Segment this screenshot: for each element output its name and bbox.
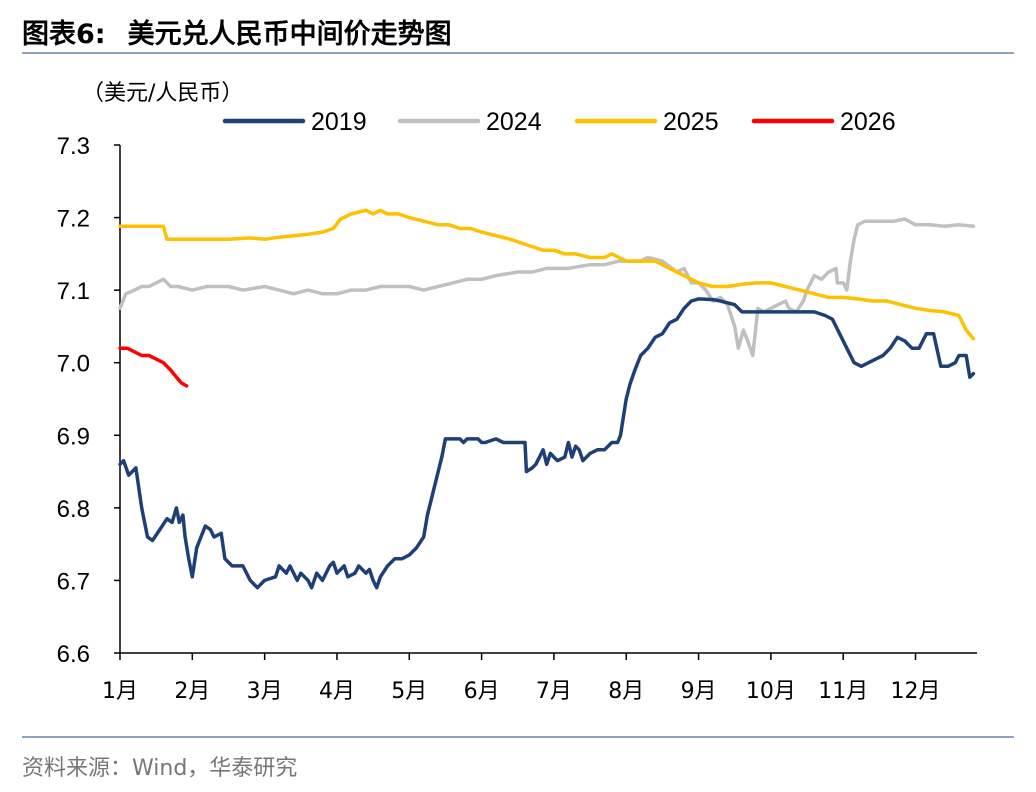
y-tick-label: 6.7: [57, 568, 90, 595]
y-axis-unit-label: （美元/人民币）: [82, 81, 243, 106]
legend-label-2025: 2025: [663, 108, 719, 136]
y-tick-label: 6.8: [57, 496, 90, 523]
figure-number: 图表6:: [22, 19, 106, 50]
legend-label-2019: 2019: [311, 108, 367, 136]
y-tick-label: 6.6: [57, 641, 90, 668]
x-tick-label: 8月: [608, 679, 644, 704]
series-line-2025: [118, 208, 976, 341]
y-tick-label: 7.2: [57, 206, 90, 233]
line-chart: 6.6 6.7 6.8 6.9 7.0 7.1 7.2 7.3 1月 2月 3月 4月 5月 6月 7月 8月…: [57, 81, 977, 704]
series-line-2026: [118, 346, 189, 388]
source-note: 资料来源：Wind，华泰研究: [22, 756, 298, 781]
chart-lines: [118, 208, 976, 590]
x-tick-label: 6月: [464, 679, 500, 704]
top-divider: [22, 52, 1014, 54]
series-line-2019: [118, 297, 976, 590]
y-tick-label: 7.0: [57, 351, 90, 378]
legend-label-2026: 2026: [840, 108, 896, 136]
series-line-2024: [118, 217, 976, 358]
y-tick-label: 7.3: [57, 133, 90, 160]
y-tick-label: 6.9: [57, 423, 90, 450]
chart-axes: 6.6 6.7 6.8 6.9 7.0 7.1 7.2 7.3 1月 2月 3月 4月 5月 6月 7月 8月…: [57, 133, 977, 704]
x-tick-label: 2月: [174, 679, 210, 704]
chart-legend: 2019 2024 2025 2026: [222, 108, 896, 136]
bottom-divider: [22, 736, 1014, 738]
x-tick-label: 4月: [319, 679, 355, 704]
x-tick-label: 12月: [891, 679, 941, 704]
x-tick-label: 1月: [102, 679, 138, 704]
legend-label-2024: 2024: [486, 108, 542, 136]
x-tick-label: 5月: [391, 679, 427, 704]
x-tick-label: 9月: [681, 679, 717, 704]
x-tick-label: 11月: [818, 679, 868, 704]
figure-title: 图表6: 美元兑人民币中间价走势图: [22, 12, 452, 51]
figure-title-text: 美元兑人民币中间价走势图: [127, 19, 452, 50]
y-tick-label: 7.1: [57, 278, 90, 305]
x-tick-label: 3月: [247, 679, 283, 704]
x-tick-label: 7月: [536, 679, 572, 704]
x-tick-label: 10月: [746, 679, 796, 704]
